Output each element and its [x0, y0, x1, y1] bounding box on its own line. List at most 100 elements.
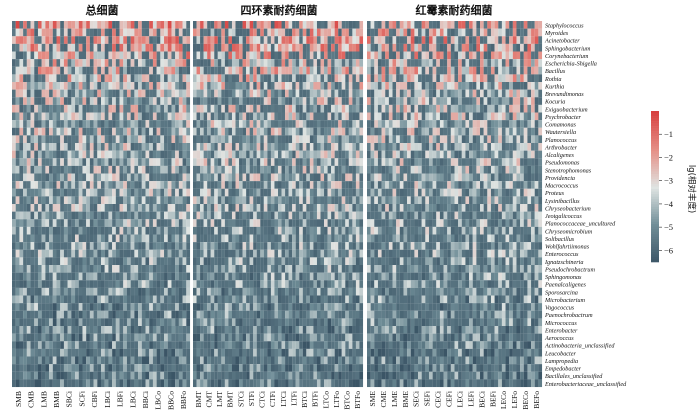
- heatmap-cell: [19, 59, 24, 67]
- heatmap-cell: [338, 272, 342, 281]
- heatmap-cell: [295, 120, 300, 128]
- heatmap-cell: [41, 295, 46, 304]
- heatmap-cell: [309, 21, 314, 29]
- heatmap-cell: [112, 158, 116, 166]
- heatmap-cell: [93, 135, 98, 144]
- heatmap-cell: [86, 59, 90, 67]
- heatmap-cell: [56, 204, 61, 212]
- heatmap-cell: [23, 104, 27, 113]
- heatmap-cell: [60, 234, 64, 243]
- heatmap-cell: [320, 333, 325, 342]
- heatmap-cell: [126, 120, 131, 128]
- heatmap-cell: [299, 265, 303, 273]
- heatmap-cell: [487, 36, 492, 44]
- heatmap-cell: [23, 150, 27, 159]
- heatmap-cell: [60, 59, 64, 67]
- heatmap-cell: [207, 356, 211, 365]
- heatmap-cell: [295, 66, 300, 75]
- heatmap-cell: [263, 333, 268, 342]
- heatmap-cell: [242, 143, 247, 151]
- heatmap-cell: [278, 326, 282, 334]
- heatmap-cell: [345, 295, 349, 304]
- heatmap-cell: [196, 379, 201, 388]
- heatmap-cell: [221, 310, 225, 319]
- heatmap-cell: [476, 74, 481, 83]
- heatmap-cell: [49, 348, 53, 357]
- heatmap-cell: [89, 326, 94, 334]
- heatmap-cell: [320, 82, 325, 90]
- heatmap-cell: [224, 326, 229, 334]
- heatmap-cell: [253, 188, 257, 197]
- heatmap-cell: [299, 66, 303, 75]
- heatmap-cell: [249, 356, 254, 365]
- heatmap-cell: [171, 280, 176, 288]
- heatmap-cell: [299, 135, 303, 144]
- heatmap-cell: [231, 249, 236, 258]
- heatmap-cell: [246, 204, 250, 212]
- heatmap-cell: [285, 181, 289, 189]
- heatmap-cell: [34, 150, 39, 159]
- heatmap-cell: [12, 74, 16, 83]
- heatmap-cell: [224, 204, 229, 212]
- heatmap-cell: [175, 287, 179, 296]
- heatmap-cell: [37, 242, 42, 250]
- heatmap-cell: [86, 150, 90, 159]
- heatmap-cell: [334, 188, 339, 197]
- heatmap-cell: [26, 265, 31, 273]
- heatmap-cell: [239, 234, 243, 243]
- heatmap-cell: [164, 364, 168, 372]
- heatmap-cell: [145, 97, 150, 105]
- heatmap-cell: [256, 104, 261, 113]
- heatmap-cell: [207, 318, 211, 327]
- heatmap-cell: [285, 89, 289, 98]
- heatmap-cell: [249, 204, 254, 212]
- heatmap-cell: [385, 74, 389, 83]
- heatmap-cell: [292, 196, 296, 205]
- heatmap-cell: [104, 341, 109, 349]
- heatmap-cell: [196, 249, 201, 258]
- heatmap-cell: [414, 59, 419, 67]
- heatmap-cell: [63, 97, 68, 105]
- heatmap-cell: [260, 348, 264, 357]
- heatmap-cell: [82, 272, 87, 281]
- heatmap-cell: [224, 364, 229, 372]
- heatmap-cell: [316, 249, 321, 258]
- heatmap-cell: [149, 333, 153, 342]
- heatmap-cell: [288, 204, 293, 212]
- heatmap-cell: [345, 287, 349, 296]
- heatmap-cell: [338, 173, 342, 182]
- heatmap-cell: [302, 74, 307, 83]
- heatmap-cell: [12, 364, 16, 372]
- heatmap-cell: [112, 120, 116, 128]
- heatmap-cell: [278, 318, 282, 327]
- heatmap-cell: [60, 181, 64, 189]
- heatmap-cell: [217, 82, 222, 90]
- heatmap-cell: [178, 371, 183, 380]
- heatmap-cell: [253, 234, 257, 243]
- heatmap-cell: [130, 66, 135, 75]
- heatmap-cell: [228, 204, 233, 212]
- heatmap-cell: [278, 51, 282, 60]
- heatmap-cell: [239, 181, 243, 189]
- heatmap-cell: [82, 265, 87, 273]
- heatmap-cell: [171, 310, 176, 319]
- heatmap-cell: [348, 356, 353, 365]
- heatmap-cell: [320, 36, 325, 44]
- heatmap-cell: [93, 188, 98, 197]
- heatmap-cell: [82, 242, 87, 250]
- heatmap-cell: [242, 173, 247, 182]
- heatmap-cell: [196, 226, 201, 235]
- heatmap-cell: [156, 326, 161, 334]
- heatmap-cell: [196, 21, 201, 29]
- heatmap-cell: [210, 143, 215, 151]
- heatmap-cell: [345, 326, 349, 334]
- heatmap-cell: [316, 295, 321, 304]
- heatmap-cell: [392, 21, 397, 29]
- heatmap-cell: [267, 287, 271, 296]
- heatmap-cell: [186, 280, 191, 288]
- heatmap-cell: [178, 219, 183, 227]
- heatmap-cell: [19, 242, 24, 250]
- heatmap-cell: [86, 21, 90, 29]
- heatmap-cell: [313, 204, 318, 212]
- heatmap-cell: [246, 82, 250, 90]
